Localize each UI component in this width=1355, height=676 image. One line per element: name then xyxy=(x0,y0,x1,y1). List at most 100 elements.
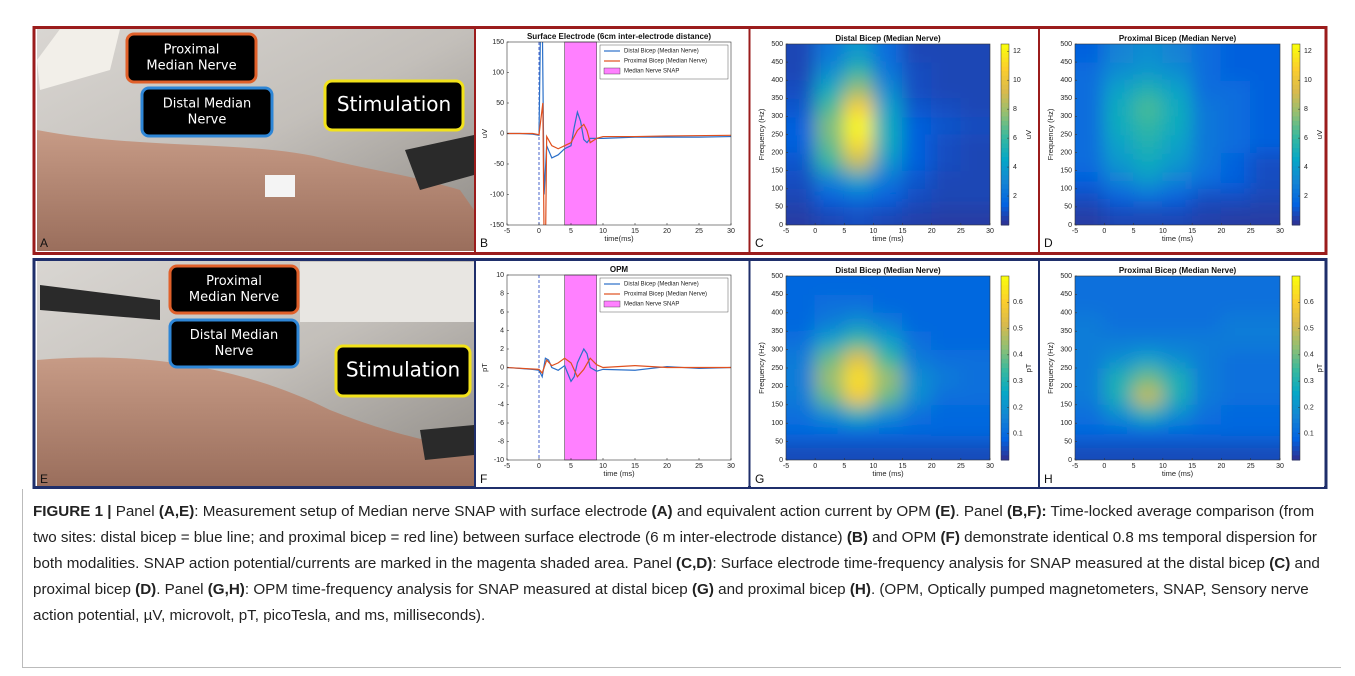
heatmap-cell xyxy=(843,170,874,190)
colorbar-tick-label: 4 xyxy=(1013,164,1017,171)
colorbar-slice xyxy=(1292,148,1300,154)
heatmap-cell xyxy=(843,206,874,225)
x-tick-label: 10 xyxy=(1159,228,1167,235)
heatmap-cell xyxy=(960,422,990,443)
y-tick-label: 300 xyxy=(1060,113,1072,120)
colorbar-tick-label: 4 xyxy=(1304,164,1308,171)
heatmap-cell xyxy=(786,206,816,225)
colorbar-slice xyxy=(1001,391,1009,397)
colorbar-tick-label: 8 xyxy=(1013,106,1017,113)
span xyxy=(564,274,597,461)
colorbar-slice xyxy=(1292,377,1300,383)
heatmap-cell xyxy=(1133,276,1164,295)
heatmap-cell xyxy=(1250,97,1280,117)
heatmap-cell xyxy=(843,330,874,351)
heatmap-cell xyxy=(1191,312,1222,332)
heatmap-cell xyxy=(902,367,933,387)
heatmap-cell xyxy=(872,312,904,332)
heatmap-group xyxy=(1075,44,1280,225)
heatmap-cell xyxy=(902,441,933,460)
heatmap-cell xyxy=(814,385,845,406)
heatmap-cell xyxy=(1133,422,1164,443)
heatmap-cell xyxy=(1103,293,1135,314)
colorbar-slice xyxy=(1292,340,1300,346)
colorbar-slice xyxy=(1001,285,1009,291)
colorbar-slice xyxy=(1001,75,1009,81)
colorbar-slice xyxy=(1001,450,1009,456)
colorbar-slice xyxy=(1001,107,1009,113)
heatmap-cell xyxy=(872,170,904,190)
heatmap-cell xyxy=(786,44,816,63)
heatmap-cell xyxy=(1191,367,1222,387)
heatmap-cell xyxy=(1220,170,1252,190)
heatmap-cell xyxy=(1162,44,1193,63)
heatmap-cell xyxy=(1103,134,1135,154)
colorbar-slice xyxy=(1001,62,1009,68)
panel-letter: B xyxy=(480,236,488,250)
heatmap-cell xyxy=(1162,441,1193,460)
x-tick-label: 10 xyxy=(870,463,878,470)
colorbar-slice xyxy=(1292,134,1300,140)
caption-run: : OPM time-frequency analysis for SNAP m… xyxy=(244,581,692,598)
colorbar-slice xyxy=(1292,197,1300,203)
heatmap-cell xyxy=(1250,330,1280,351)
y-tick-label: 300 xyxy=(771,346,783,353)
caption-run: Time-locked average comparison (from two… xyxy=(33,503,1315,546)
heatmap-cell xyxy=(960,188,990,208)
colorbar-slice xyxy=(1001,303,1009,309)
caption-run: : Surface electrode time-frequency analy… xyxy=(712,555,1270,572)
y-tick-label: -2 xyxy=(498,383,504,390)
heatmap-cell xyxy=(902,385,933,406)
label-text: Proximal xyxy=(206,274,262,289)
colorbar-slice xyxy=(1292,57,1300,63)
y-tick-label: 250 xyxy=(771,365,783,372)
heatmap-cell xyxy=(960,385,990,406)
heatmap-cell xyxy=(902,312,933,332)
colorbar-slice xyxy=(1292,322,1300,328)
heatmap-cell xyxy=(814,170,845,190)
colorbar-frame xyxy=(1000,43,1010,226)
colorbar-tick-label: 8 xyxy=(1304,106,1308,113)
y-tick-label: 450 xyxy=(771,291,783,298)
heatmap-cell xyxy=(902,206,933,225)
heatmap-cell xyxy=(1191,293,1222,314)
y-tick-label: 150 xyxy=(771,402,783,409)
colorbar-slice xyxy=(1292,98,1300,104)
heatmap-cell xyxy=(960,170,990,190)
heatmap-cell xyxy=(1191,134,1222,154)
y-tick-label: -10 xyxy=(494,457,504,464)
y-tick-label: 450 xyxy=(771,59,783,66)
colorbar-slice xyxy=(1001,322,1009,328)
x-tick-label: -5 xyxy=(783,463,789,470)
heatmap-cell xyxy=(1075,97,1105,117)
heatmap-cell xyxy=(1191,330,1222,351)
colorbar-tick-label: 0.1 xyxy=(1013,431,1023,438)
heatmap-cell xyxy=(1250,367,1280,387)
colorbar-slice xyxy=(1292,400,1300,406)
heatmap-cell xyxy=(931,404,962,424)
heatmap-cell xyxy=(931,97,962,117)
caption-frame xyxy=(22,489,1341,668)
y-axis-label: pT xyxy=(480,363,489,372)
label-box xyxy=(125,32,258,84)
heatmap-cell xyxy=(843,312,874,332)
panel-letter: D xyxy=(1044,236,1053,250)
frame-top xyxy=(32,26,1328,255)
y-tick-label: 400 xyxy=(1060,310,1072,317)
x-tick-label: 5 xyxy=(569,228,573,235)
colorbar-slice xyxy=(1292,432,1300,438)
colorbar-tick-label: 0.6 xyxy=(1013,299,1023,306)
legend-label: Median Nerve SNAP xyxy=(624,302,679,308)
heatmap-cell xyxy=(931,385,962,406)
colorbar-slice xyxy=(1292,358,1300,364)
colorbar-slice xyxy=(1001,340,1009,346)
colorbar-tick-label: 2 xyxy=(1013,193,1017,200)
colorbar-slice xyxy=(1001,220,1009,226)
heatmap-cell xyxy=(1133,152,1164,172)
caption-run: (G,H) xyxy=(207,581,245,598)
colorbar-slice xyxy=(1292,423,1300,429)
heatmap-cell xyxy=(786,115,816,135)
colorbar-label: pT xyxy=(1315,363,1324,372)
heatmap-cell xyxy=(960,293,990,314)
heatmap-cell xyxy=(931,152,962,172)
